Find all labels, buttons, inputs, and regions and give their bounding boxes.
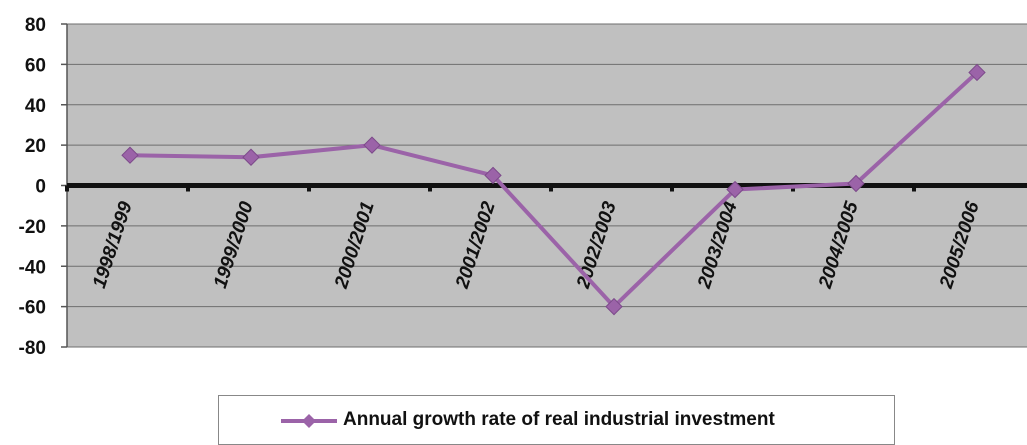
y-tick-label: -60: [19, 298, 46, 319]
y-tick-label: 40: [25, 96, 46, 117]
legend: Annual growth rate of real industrial in…: [218, 395, 895, 445]
data-point: [363, 136, 381, 154]
gridlines: [67, 23, 1027, 348]
data-point: [484, 166, 502, 185]
legend-label: Annual growth rate of real industrial in…: [343, 409, 775, 430]
y-tick-label: -20: [19, 217, 46, 238]
series-line: [129, 70, 979, 309]
y-tick-label: 0: [35, 177, 46, 198]
data-point: [726, 180, 744, 199]
y-tick-label: 60: [25, 55, 46, 76]
data-point: [968, 63, 986, 82]
legend-marker-icon: [281, 414, 337, 428]
y-tick-label: 80: [25, 15, 46, 36]
y-tick-label: -40: [19, 257, 46, 278]
y-tick-label: 20: [25, 136, 46, 157]
y-tick-label: -80: [19, 338, 46, 359]
data-point: [121, 146, 139, 164]
series-layer: [121, 63, 986, 316]
x-axis: [65, 183, 1027, 192]
y-axis: 80 60 40 20 0 -20 -40 -60 -80: [19, 15, 68, 359]
data-point: [242, 148, 260, 166]
data-point: [605, 297, 623, 316]
data-point: [847, 174, 865, 193]
